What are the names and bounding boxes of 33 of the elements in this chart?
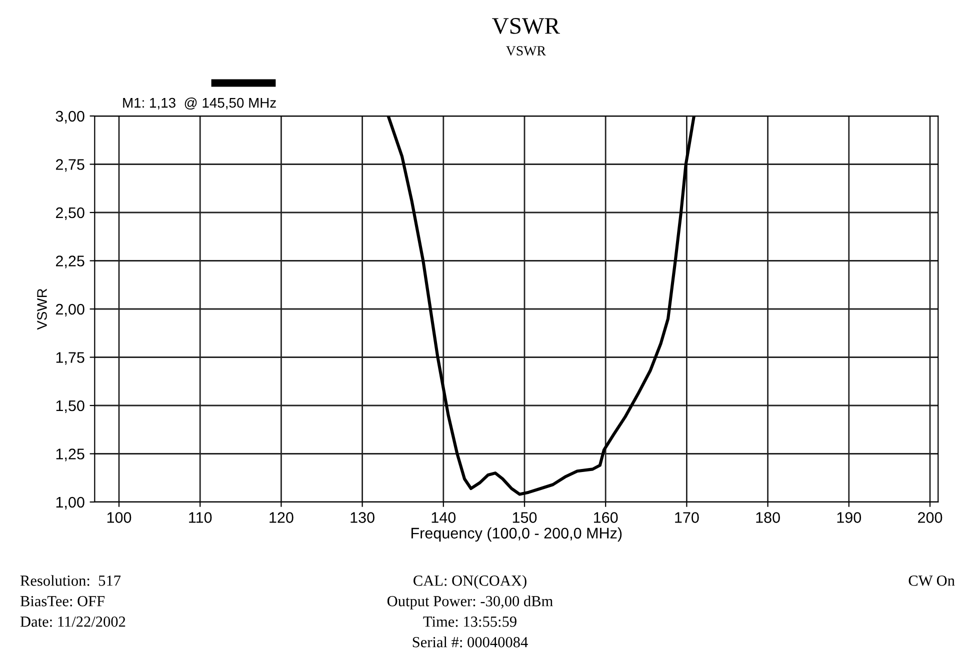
text: Resolution: 517: [20, 575, 121, 586]
chart-title: VSWR: [492, 18, 560, 34]
y-tick-label: 1,50: [56, 400, 84, 413]
x-tick-label: 170: [675, 512, 699, 523]
y-tick-label: 1,25: [56, 448, 84, 462]
text: CAL: ON(COAX): [414, 575, 526, 589]
x-tick-label: 180: [756, 512, 780, 523]
x-tick-label: 130: [350, 512, 374, 523]
text: CW On: [908, 576, 955, 586]
x-tick-label: 160: [594, 512, 618, 523]
y-tick-label: 3,00: [56, 110, 84, 124]
y-tick-label: 1,75: [56, 352, 84, 365]
text: M1: 1,13 @ 145,50 MHz: [123, 98, 276, 110]
y-tick-label: 2,00: [56, 304, 84, 316]
x-axis-title: Frequency (100,0 - 200,0 MHz): [412, 527, 622, 542]
y-axis-title: VSWR: [37, 288, 47, 330]
x-tick-label: 150: [512, 512, 537, 523]
text: Serial #: 00040084: [412, 636, 528, 648]
x-tick-label: 110: [189, 512, 212, 523]
x-tick-label: 200: [918, 512, 942, 523]
y-tick-label: 1,00: [56, 496, 84, 510]
x-tick-label: 140: [432, 512, 456, 523]
text: Time: 13:55:59: [423, 616, 516, 627]
text: BiasTee: OFF: [20, 596, 105, 606]
text: Output Power: -30,00 dBm: [387, 596, 553, 610]
chart-subtitle: VSWR: [506, 46, 546, 56]
y-tick-label: 2,25: [56, 256, 84, 268]
x-tick-label: 100: [107, 512, 132, 523]
x-tick-label: 190: [837, 512, 862, 523]
y-tick-label: 2,75: [56, 159, 84, 172]
x-tick-label: 120: [270, 512, 294, 523]
y-tick-label: 2,50: [56, 207, 84, 220]
text: Date: 11/22/2002: [20, 616, 126, 627]
